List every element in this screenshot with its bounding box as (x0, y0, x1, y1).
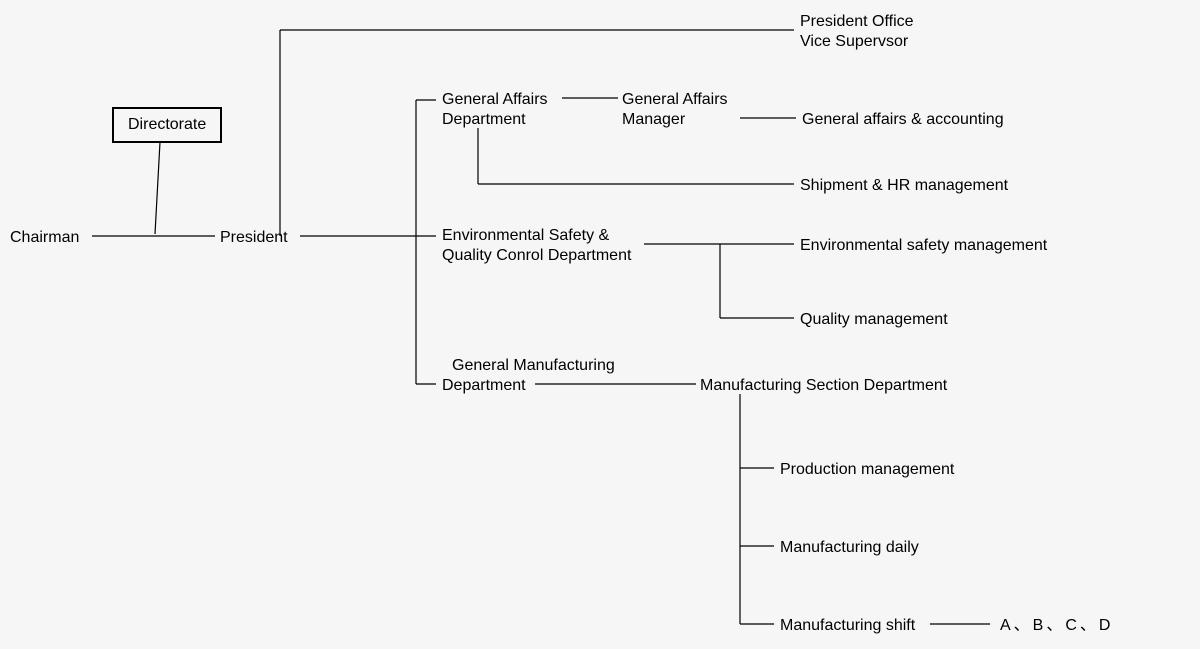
node-ga-dept-line2: Department (442, 110, 526, 130)
node-mfg-section: Manufacturing Section Department (700, 376, 947, 396)
node-label: General Affairs (442, 91, 548, 108)
node-label: Department (442, 111, 526, 128)
node-mfg-daily: Manufacturing daily (780, 538, 919, 558)
node-shifts: A、B、C、D (1000, 616, 1113, 636)
node-label: Environmental Safety & (442, 227, 609, 244)
node-label: Directorate (128, 116, 206, 133)
edge (155, 142, 160, 234)
node-label: Quality management (800, 311, 948, 328)
node-label: President (220, 229, 288, 246)
edge-layer (0, 0, 1200, 649)
node-ga-accounting: General affairs & accounting (802, 110, 1004, 130)
node-label: Manager (622, 111, 685, 128)
node-label: Manufacturing shift (780, 617, 915, 634)
node-label: General Manufacturing (452, 357, 615, 374)
node-directorate: Directorate (112, 107, 222, 143)
node-label: Manufacturing daily (780, 539, 919, 556)
node-label: Vice Supervsor (800, 33, 908, 50)
node-quality-mgmt: Quality management (800, 310, 948, 330)
node-label: Production management (780, 461, 954, 478)
node-label: President Office (800, 13, 914, 30)
node-label: Shipment & HR management (800, 177, 1008, 194)
node-president-office: President Office (800, 12, 914, 32)
node-mfg-shift: Manufacturing shift (780, 616, 915, 636)
node-ga-manager-line1: General Affairs (622, 90, 728, 110)
node-label: Chairman (10, 229, 79, 246)
node-gm-line1: General Manufacturing (452, 356, 615, 376)
node-vice-supervisor: Vice Supervsor (800, 32, 908, 52)
node-shipment-hr: Shipment & HR management (800, 176, 1008, 196)
node-prod-mgmt: Production management (780, 460, 954, 480)
node-label: Environmental safety management (800, 237, 1047, 254)
node-ga-dept-line1: General Affairs (442, 90, 548, 110)
node-label: Department (442, 377, 526, 394)
node-esq-line1: Environmental Safety & (442, 226, 609, 246)
node-label: Manufacturing Section Department (700, 377, 947, 394)
node-env-mgmt: Environmental safety management (800, 236, 1047, 256)
node-label: Quality Conrol Department (442, 247, 631, 264)
node-esq-line2: Quality Conrol Department (442, 246, 631, 266)
node-label: A、B、C、D (1000, 617, 1113, 634)
node-gm-line2: Department (442, 376, 526, 396)
node-chairman: Chairman (10, 228, 79, 248)
node-label: General affairs & accounting (802, 111, 1004, 128)
org-chart-canvas: Directorate Chairman President President… (0, 0, 1200, 649)
node-president: President (220, 228, 288, 248)
node-label: General Affairs (622, 91, 728, 108)
node-ga-manager-line2: Manager (622, 110, 685, 130)
